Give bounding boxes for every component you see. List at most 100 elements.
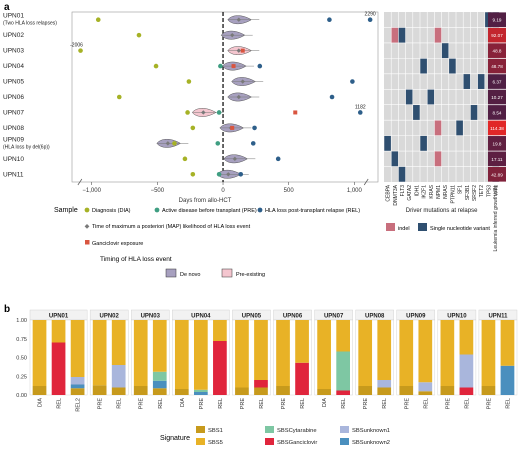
x-axis-title: Days from allo-HCT [179, 198, 232, 204]
signature-segment-sbs5 [174, 320, 189, 389]
x-tick-label: 0 [221, 188, 225, 194]
legend-timing-title: Timing of HLA loss event [100, 256, 172, 263]
gene-label: KRAS [429, 184, 435, 198]
bar-sample-label: REL [423, 398, 429, 409]
legend-denovo-label: De novo [180, 272, 201, 278]
y-tick-label: 1.00 [16, 318, 27, 324]
growth-rate-column: 9.19 92.07 48.8 48.78 6.37 10.27 8.54 114.38 19.… [488, 12, 506, 251]
legend-label-sbs1: SBS1 [208, 428, 223, 434]
gene-label: PTPN11 [450, 185, 456, 204]
y-tick-label: 0.00 [16, 393, 27, 399]
signature-segment-sbs5 [399, 320, 414, 386]
timeline-plot-frame [71, 11, 379, 183]
bar-sample-label: REL [218, 398, 224, 409]
signature-segment-sbs1 [276, 386, 290, 395]
bar-sample-label: REL [464, 398, 470, 409]
mutation-cell [441, 43, 449, 59]
signature-segment-sbsunknown2 [500, 365, 515, 395]
signature-segment-sbsganciclovir [336, 390, 351, 395]
growth-rate-value: 9.19 [493, 18, 502, 23]
mutation-cell [391, 151, 399, 167]
growth-rate-cell [488, 12, 506, 28]
relapse-point [250, 141, 256, 146]
legend-label-sbsunknown1: SBSunknown1 [352, 428, 390, 434]
facet-label: UPN07 [324, 314, 344, 320]
gene-label: IDH1 [414, 185, 420, 197]
growth-rate-value: 48.78 [491, 64, 503, 69]
map-diamond [236, 17, 241, 22]
signature-segment-sbs5 [317, 320, 331, 389]
signature-segment-sbsganciclovir [295, 362, 309, 395]
signature-segment-sbsunknown1 [70, 377, 85, 385]
signature-segment-sbs5 [213, 320, 227, 341]
bar-sample-label: PRE [139, 398, 145, 410]
legend-gan-label: Ganciclovir exposure [92, 241, 143, 247]
diagnosis-point [95, 17, 101, 23]
growth-rate-value: 19.8 [493, 141, 502, 146]
gene-label: IKZF1 [422, 185, 428, 199]
y-tick-label: 0.50 [16, 356, 27, 362]
legend-dia-dot [84, 207, 90, 213]
bar-sample-label: DIA [322, 398, 328, 408]
diagnosis-point [153, 63, 159, 69]
legend-gan-square [85, 240, 90, 245]
signature-segment-sbs5 [481, 320, 496, 386]
signature-segment-sbsganciclovir [213, 341, 227, 395]
signature-segment-sbs1 [418, 391, 433, 395]
mutation-cell [413, 105, 420, 120]
diagnosis-point [190, 125, 196, 131]
mutation-cell [398, 166, 406, 182]
pre-transplant-point [216, 110, 222, 115]
bar-sample-label: PRE [199, 398, 205, 410]
mutation-cell [384, 135, 391, 151]
bar-sample-label: PRE [445, 398, 451, 410]
y-tick-label: 0.75 [16, 337, 27, 343]
legend-rel-dot [257, 207, 263, 213]
patient-label: UPN04 [3, 63, 24, 70]
signature-segment-sbs5 [70, 320, 85, 377]
map-diamond [240, 79, 245, 84]
bar-sample-label: REL [505, 398, 511, 409]
signature-legend: Signature SBS1 SBSCytarabine SBSunknown1 SB… [160, 426, 390, 446]
panel-a-label: a [4, 2, 10, 13]
signature-segment-sbs1 [254, 387, 268, 395]
mutation-cell [391, 27, 399, 43]
growth-rate-cell [488, 105, 506, 120]
signature-segment-sbs5 [133, 320, 148, 386]
patient-label: UPN03 [3, 48, 24, 55]
signature-segment-sbsganciclovir [254, 380, 268, 388]
signature-segment-sbsganciclovir [51, 342, 66, 395]
signature-segment-sbs5 [459, 320, 474, 355]
facet-label: UPN01 [49, 314, 69, 320]
gene-label: SF3B1 [465, 185, 471, 201]
mutation-cell [434, 120, 442, 136]
gene-label: CEBPA [386, 184, 392, 201]
legend-swatch-sbsunknown1 [340, 426, 349, 433]
signature-segment-sbs5 [92, 320, 107, 386]
signature-segment-sbs5 [193, 320, 208, 390]
patient-label: UPN06 [3, 94, 24, 101]
pre-transplant-point [215, 141, 221, 146]
relapse-point [329, 94, 335, 100]
signature-segment-sbs5 [32, 320, 47, 386]
legend-preexist-swatch [221, 268, 233, 278]
relapse-point [367, 17, 373, 23]
relapse-point [350, 79, 355, 84]
legend-indel-swatch [386, 223, 395, 231]
map-diamond [232, 156, 238, 162]
signature-segment-sbscytarabine [336, 351, 351, 391]
bar-sample-label: DIA [180, 398, 186, 408]
axis-break-right [363, 178, 369, 186]
gene-label: NRAS [443, 184, 449, 199]
diagnosis-point [172, 141, 177, 146]
growth-rate-value: 17.11 [491, 157, 503, 162]
signature-segment-sbs5 [276, 320, 290, 386]
diagnosis-point [182, 156, 188, 162]
signature-segment-sbs1 [399, 386, 414, 395]
facet-label: UPN05 [242, 314, 262, 320]
patient-label: UPN07 [3, 109, 24, 116]
mutation-cell [477, 74, 485, 89]
ganciclovir-exposure [231, 64, 236, 69]
signature-segment-sbs1 [152, 388, 167, 395]
